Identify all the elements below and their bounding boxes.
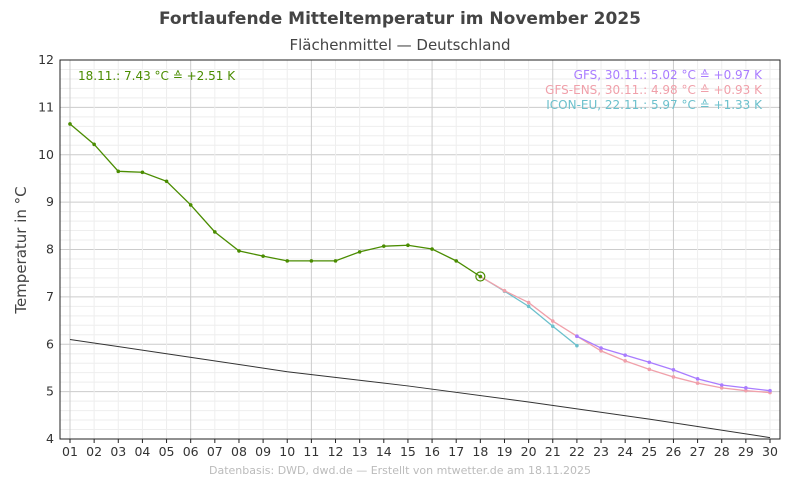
y-tick-label: 12 <box>38 52 54 67</box>
x-tick-label: 24 <box>617 444 633 459</box>
x-tick-label: 18 <box>472 444 488 459</box>
data-point-gfs-ens <box>550 319 555 323</box>
x-tick-label: 09 <box>255 444 271 459</box>
annotation-observed: 18.11.: 7.43 °C ≙ +2.51 K <box>78 69 236 83</box>
data-point-icon <box>550 324 555 329</box>
x-tick-label: 03 <box>110 444 126 459</box>
x-tick-label: 07 <box>207 444 223 459</box>
chart-subtitle: Flächenmittel — Deutschland <box>289 36 510 54</box>
data-point-gfs <box>623 353 627 357</box>
series-line-observed <box>69 123 481 278</box>
x-tick-label: 08 <box>231 444 247 459</box>
data-point-gfs-ens <box>671 375 676 379</box>
data-point-gfs-ens <box>526 300 531 305</box>
x-tick-label: 01 <box>62 444 78 459</box>
x-tick-label: 06 <box>183 444 199 459</box>
data-point-observed <box>309 259 314 263</box>
x-tick-label: 14 <box>376 444 392 459</box>
x-tick-label: 21 <box>545 444 561 459</box>
data-point-icon <box>575 343 579 348</box>
x-tick-label: 27 <box>690 444 706 459</box>
data-point-gfs <box>671 368 676 372</box>
data-point-gfs <box>744 386 748 390</box>
annotation-icon-eu: ICON-EU, 22.11.: 5.97 °C ≙ +1.33 K <box>546 98 763 112</box>
data-point-observed <box>285 259 290 263</box>
data-point-gfs-ens <box>502 288 507 293</box>
data-point-gfs-ens <box>695 381 700 385</box>
data-point-observed <box>68 122 72 126</box>
data-point-observed <box>213 230 217 234</box>
data-point-observed <box>381 244 386 248</box>
data-point-gfs <box>575 334 579 338</box>
data-point-observed <box>140 170 145 175</box>
grid <box>60 59 780 440</box>
y-tick-label: 4 <box>46 431 54 446</box>
x-tick-label: 12 <box>328 444 344 459</box>
x-tick-label: 29 <box>738 444 754 459</box>
data-point-gfs-ens <box>719 386 724 390</box>
x-tick-label: 16 <box>424 444 440 459</box>
chart-title: Fortlaufende Mitteltemperatur im Novembe… <box>159 9 641 29</box>
x-tick-label: 13 <box>352 444 368 459</box>
x-tick-label: 17 <box>448 444 464 459</box>
data-point-gfs-ens <box>623 359 627 363</box>
data-point-gfs-ens <box>647 367 652 372</box>
footer-source: Datenbasis: DWD, dwd.de — Erstellt von m… <box>209 464 591 477</box>
x-tick-label: 10 <box>279 444 295 459</box>
x-tick-label: 20 <box>521 444 537 459</box>
y-tick-label: 6 <box>46 336 54 351</box>
data-point-observed <box>357 250 362 254</box>
data-point-observed <box>261 254 265 258</box>
annotation-gfs-ens: GFS-ENS, 30.11.: 4.98 °C ≙ +0.93 K <box>545 83 763 97</box>
series-lines <box>68 122 772 439</box>
y-tick-label: 5 <box>46 384 54 399</box>
data-point-gfs <box>599 346 603 350</box>
x-tick-label: 15 <box>400 444 416 459</box>
current-value-marker <box>475 271 486 282</box>
annotation-gfs: GFS, 30.11.: 5.02 °C ≙ +0.97 K <box>574 68 763 82</box>
data-point-icon <box>526 304 531 309</box>
data-point-observed <box>237 249 241 253</box>
data-point-observed <box>116 169 121 174</box>
data-point-gfs <box>695 377 700 381</box>
y-tick-label: 10 <box>38 147 54 162</box>
data-point-observed <box>454 259 459 263</box>
x-tick-label: 28 <box>714 444 730 459</box>
x-tick-label: 02 <box>86 444 102 459</box>
y-tick-label: 7 <box>46 289 54 304</box>
data-point-gfs-ens <box>744 388 748 393</box>
data-point-observed <box>92 142 96 147</box>
y-tick-label: 11 <box>38 99 54 114</box>
y-tick-label: 8 <box>46 242 54 257</box>
x-tick-label: 19 <box>497 444 513 459</box>
y-tick-label: 9 <box>46 194 54 209</box>
x-tick-label: 30 <box>762 444 778 459</box>
x-tick-label: 05 <box>159 444 175 459</box>
data-point-gfs-ens <box>599 349 603 353</box>
ticks: 01 02 03 04 05 06 07 08 09 10 11 12 13 14 15 16 17 18 19 20… <box>38 52 778 459</box>
x-tick-label: 23 <box>593 444 609 459</box>
data-point-gfs <box>768 388 772 393</box>
data-point-observed <box>333 259 338 263</box>
data-point-observed <box>188 203 193 207</box>
data-point-observed <box>406 243 410 248</box>
data-point-gfs <box>647 360 652 365</box>
y-axis-label: Temperatur in °C <box>12 186 30 314</box>
plot-frame <box>59 59 781 440</box>
data-point-observed <box>164 179 169 184</box>
data-point-observed <box>430 247 434 251</box>
x-tick-label: 11 <box>303 444 319 459</box>
x-tick-label: 25 <box>641 444 657 459</box>
data-point-observed <box>478 274 483 279</box>
x-tick-label: 22 <box>569 444 585 459</box>
data-point-gfs <box>719 383 724 387</box>
x-tick-label: 04 <box>134 444 150 459</box>
series-line-climate <box>69 339 771 439</box>
x-tick-label: 26 <box>665 444 681 459</box>
